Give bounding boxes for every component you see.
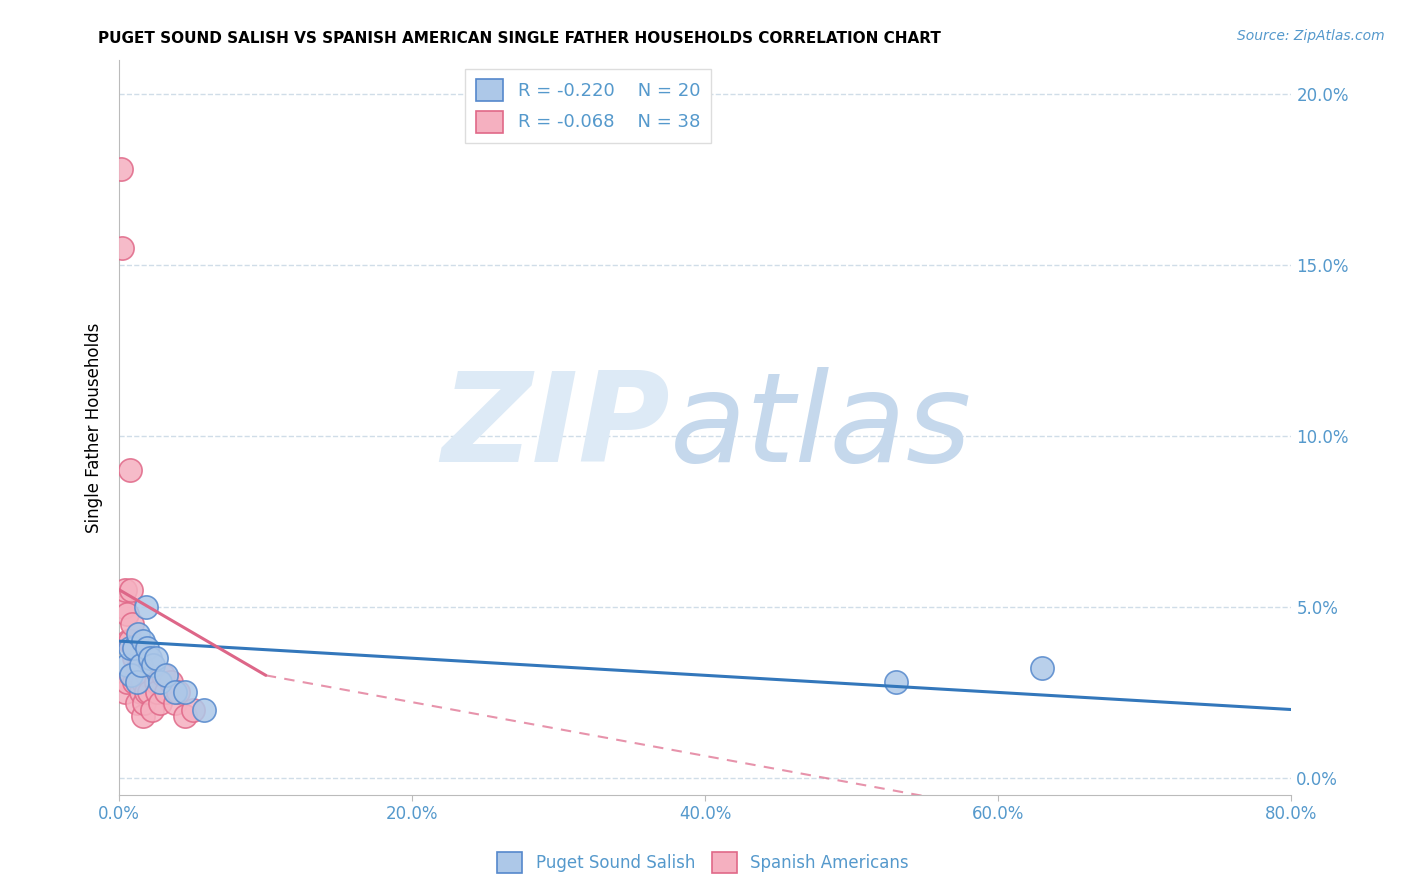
Point xyxy=(129,685,152,699)
Text: Source: ZipAtlas.com: Source: ZipAtlas.com xyxy=(1237,29,1385,43)
Point xyxy=(114,582,136,597)
Point xyxy=(155,685,177,699)
Point xyxy=(193,702,215,716)
Point xyxy=(124,640,146,655)
Point xyxy=(118,634,141,648)
Point xyxy=(149,696,172,710)
Point xyxy=(1031,661,1053,675)
Point xyxy=(127,627,149,641)
Point xyxy=(129,658,152,673)
Point xyxy=(142,658,165,673)
Point xyxy=(118,640,141,655)
Point xyxy=(139,651,162,665)
Point xyxy=(146,685,169,699)
Point xyxy=(114,685,136,699)
Point xyxy=(145,651,167,665)
Point xyxy=(122,640,145,655)
Point xyxy=(132,675,155,690)
Point xyxy=(132,709,155,723)
Legend: Puget Sound Salish, Spanish Americans: Puget Sound Salish, Spanish Americans xyxy=(491,846,915,880)
Point xyxy=(125,696,148,710)
Point xyxy=(181,702,204,716)
Point xyxy=(127,661,149,675)
Point xyxy=(152,668,174,682)
Point xyxy=(135,599,157,614)
Point xyxy=(118,463,141,477)
Point xyxy=(115,675,138,690)
Point xyxy=(167,685,190,699)
Point xyxy=(125,668,148,682)
Text: PUGET SOUND SALISH VS SPANISH AMERICAN SINGLE FATHER HOUSEHOLDS CORRELATION CHAR: PUGET SOUND SALISH VS SPANISH AMERICAN S… xyxy=(98,31,941,46)
Point xyxy=(120,668,142,682)
Point xyxy=(159,675,181,690)
Point xyxy=(121,617,143,632)
Point xyxy=(122,675,145,690)
Point xyxy=(141,702,163,716)
Text: atlas: atlas xyxy=(671,367,973,488)
Point xyxy=(174,709,197,723)
Point xyxy=(135,685,157,699)
Point xyxy=(163,685,186,699)
Point xyxy=(115,658,138,673)
Point xyxy=(122,651,145,665)
Point xyxy=(110,162,132,177)
Point xyxy=(136,640,159,655)
Point xyxy=(145,675,167,690)
Point xyxy=(163,696,186,710)
Point xyxy=(115,607,138,621)
Point xyxy=(128,668,150,682)
Point xyxy=(132,634,155,648)
Point xyxy=(136,668,159,682)
Legend: R = -0.220    N = 20, R = -0.068    N = 38: R = -0.220 N = 20, R = -0.068 N = 38 xyxy=(465,69,711,144)
Point xyxy=(149,675,172,690)
Point xyxy=(111,241,134,255)
Point xyxy=(884,675,907,690)
Point xyxy=(125,675,148,690)
Y-axis label: Single Father Households: Single Father Households xyxy=(86,322,103,533)
Point xyxy=(134,696,156,710)
Point xyxy=(120,668,142,682)
Point xyxy=(155,668,177,682)
Point xyxy=(117,634,139,648)
Point xyxy=(174,685,197,699)
Point xyxy=(112,599,135,614)
Point xyxy=(120,582,142,597)
Point xyxy=(138,685,160,699)
Text: ZIP: ZIP xyxy=(441,367,671,488)
